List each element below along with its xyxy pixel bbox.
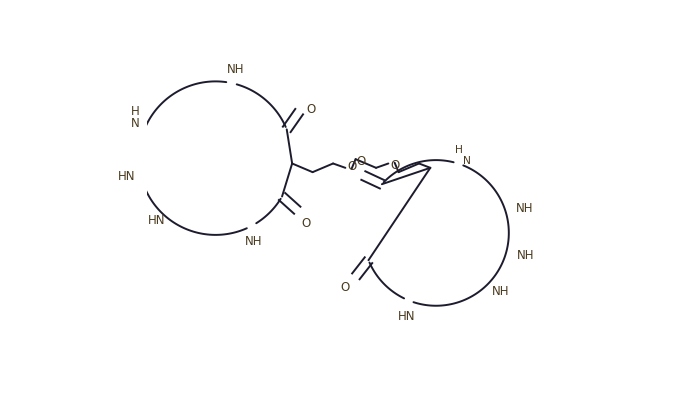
Text: N: N (463, 156, 471, 166)
Text: NH: NH (227, 63, 244, 76)
Text: O: O (390, 159, 400, 172)
Text: O: O (306, 103, 315, 116)
Text: NH: NH (517, 249, 534, 262)
Text: O: O (357, 156, 366, 168)
Text: HN: HN (117, 170, 135, 183)
Text: HN: HN (398, 310, 416, 323)
Text: O: O (348, 160, 357, 173)
Text: H
N: H N (131, 105, 140, 130)
Text: HN: HN (148, 214, 165, 227)
Text: O: O (301, 217, 311, 230)
Text: NH: NH (492, 285, 509, 298)
Text: NH: NH (245, 235, 262, 248)
Text: NH: NH (516, 202, 534, 215)
Text: O: O (340, 281, 350, 294)
Text: H: H (455, 145, 463, 155)
